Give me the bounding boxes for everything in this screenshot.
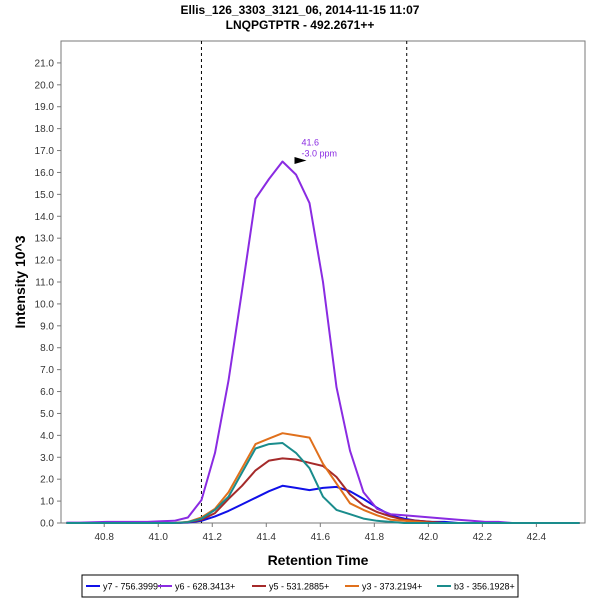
series-line-5 [66,442,580,524]
y-tick-label: 17.0 [35,146,55,157]
legend-entry-1: y7 - 756.3999+ [103,582,163,592]
y-tick-label: 3.0 [40,453,54,464]
y-tick-label: 12.0 [35,256,55,267]
legend: y7 - 756.3999+ y6 - 628.3413+ y5 - 531.288… [81,574,519,598]
peak-ppm-label: -3.0 ppm [301,149,337,159]
x-tick-label: 42.2 [473,532,493,543]
y-tick-label: 7.0 [40,365,54,376]
chart-title: Ellis_126_3303_3121_06, 2014-11-15 11:07 [181,3,420,17]
y-tick-label: 20.0 [35,80,55,91]
y-tick-label: 11.0 [35,278,54,289]
peak-rt-label: 41.6 [301,138,319,148]
x-tick-label: 40.8 [94,532,114,543]
x-tick-label: 42.0 [419,532,439,543]
x-tick-label: 41.8 [365,532,385,543]
peak-annotation: 41.6-3.0 ppm [294,138,337,164]
y-tick-label: 2.0 [40,475,54,486]
y-tick-label: 0.0 [40,519,54,530]
x-tick-label: 41.0 [149,532,169,543]
series-lines [66,160,580,524]
legend-entry-2: y6 - 628.3413+ [175,582,235,592]
y-axis-label: Intensity 10^3 [12,235,28,328]
x-axis-label: Retention Time [268,552,369,568]
y-tick-label: 21.0 [35,58,55,69]
x-axis: 40.8 41.0 41.2 41.4 41.6 41.8 42.0 42.2 42.4 [94,523,547,543]
y-tick-label: 9.0 [40,321,54,332]
legend-entry-5: b3 - 356.1928+ [454,582,515,592]
y-tick-label: 5.0 [40,409,54,420]
legend-entry-4: y3 - 373.2194+ [362,582,422,592]
x-tick-label: 41.4 [257,532,277,543]
y-tick-label: 15.0 [35,190,55,201]
y-tick-label: 1.0 [40,497,54,508]
y-tick-label: 14.0 [35,212,55,223]
y-tick-label: 6.0 [40,387,54,398]
x-tick-label: 41.2 [203,532,223,543]
chart-subtitle: LNQPGTPTR - 492.2671++ [226,18,375,32]
y-tick-label: 19.0 [35,102,55,113]
y-tick-label: 8.0 [40,343,54,354]
y-tick-label: 16.0 [35,168,55,179]
peak-marker-arrow [294,157,307,164]
y-axis: 0.0 1.0 2.0 3.0 4.0 5.0 6.0 7.0 8.0 9.0 10.0 11.0 12… [35,58,61,530]
legend-entry-3: y5 - 531.2885+ [269,582,329,592]
y-tick-label: 18.0 [35,124,55,135]
peak-boundaries [200,41,408,523]
y-tick-label: 10.0 [35,299,55,310]
y-tick-label: 13.0 [35,234,55,245]
y-tick-label: 4.0 [40,431,54,442]
legend-box [81,574,519,598]
series-line-2 [66,160,580,524]
x-tick-label: 42.4 [527,532,547,543]
x-tick-label: 41.6 [311,532,331,543]
